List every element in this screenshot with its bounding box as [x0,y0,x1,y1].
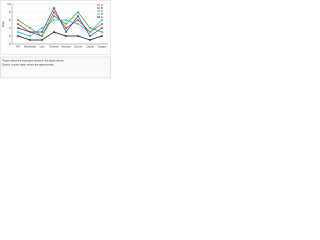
point [65,35,67,37]
y-tick-label: 2 [9,34,11,38]
point [77,23,79,25]
point [17,19,19,21]
legend-label: B [101,6,103,10]
point [89,27,91,29]
x-tick-label: Worldwide [24,45,37,49]
series-line [17,31,103,41]
page: Rate 0 2 4 6 8 10 HIV Worldwide Low General Infect… [0,0,111,79]
point [41,31,43,33]
series-line [17,19,103,37]
note: *Notes about the estimates shown in the … [2,59,64,63]
x-tick-label: Cardio [86,45,94,49]
x-tick-label: Infection [61,45,71,49]
point [53,11,55,13]
x-tick-label: HIV [16,45,21,49]
point [53,15,55,17]
point [101,35,103,37]
y-axis-label: Rate [1,21,5,28]
legend-label: E [101,15,103,19]
notes-box [0,56,111,79]
x-tick-label: Cancer [74,45,82,49]
legend-label: A [101,3,103,7]
x-tick-label: Low [40,45,45,49]
point [29,35,31,37]
chart-frame [0,0,111,55]
point [29,31,31,33]
x-tick-label: Surgery [97,45,107,49]
point [77,19,79,21]
point [77,11,79,13]
point [53,31,55,33]
point [53,19,55,21]
y-tick-label: 0 [9,42,11,46]
point [65,23,67,25]
chart: Rate 0 2 4 6 8 10 HIV Worldwide Low General Infect… [0,0,111,79]
legend-label: D [101,12,104,16]
point [17,23,19,25]
point [65,31,67,33]
point [17,35,19,37]
point [101,27,103,29]
legend-label: C [101,9,104,13]
point [89,31,91,33]
point [41,39,43,41]
point [101,23,103,25]
point [101,19,103,21]
point [101,31,103,33]
point [89,35,91,37]
point [77,35,79,37]
y-tick-label: 6 [9,18,11,22]
point [29,27,31,29]
y-tick-label: 4 [9,26,11,30]
point [65,19,67,21]
point [41,35,43,37]
point [17,27,19,29]
y-tick-label: 8 [9,10,11,14]
point [77,15,79,17]
y-tick-label: 10 [7,2,11,6]
point [41,27,43,29]
point [89,39,91,41]
x-tick-label: General [49,45,59,49]
point [53,7,55,9]
point [65,27,67,29]
note: Source: survey data; values are approxim… [2,63,54,67]
point [17,31,19,33]
point [29,39,31,41]
